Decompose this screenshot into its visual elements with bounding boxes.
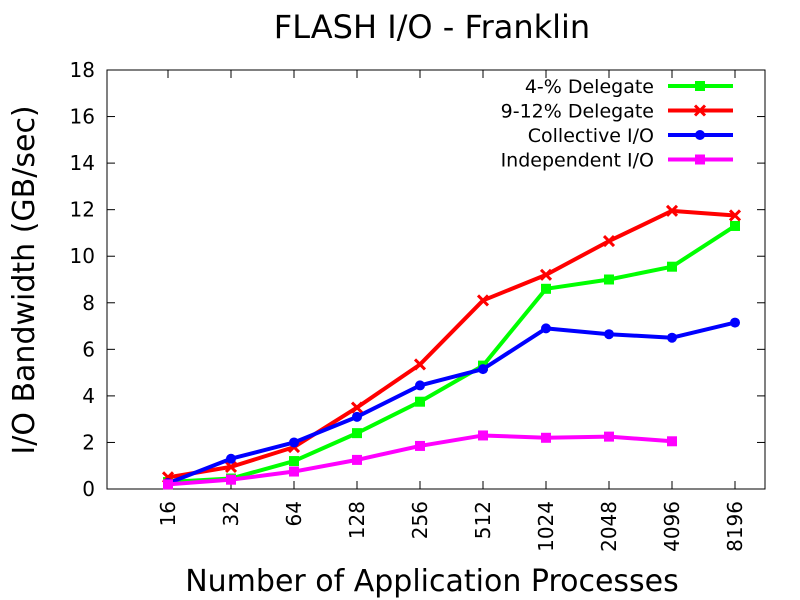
x-marker-stroke	[413, 358, 427, 371]
x-marker-stroke	[602, 235, 616, 248]
legend-label: Collective I/O	[528, 125, 654, 147]
x-marker-stroke	[728, 209, 742, 222]
x-tick-label: 512	[471, 501, 495, 539]
legend-entry-0: 4-% Delegate	[525, 76, 733, 98]
x-tick-label: 2048	[597, 501, 621, 552]
y-tick-label: 14	[70, 151, 95, 175]
series-3	[163, 430, 677, 490]
legend-entry-1: 9-12% Delegate	[501, 101, 733, 123]
data-point	[352, 411, 362, 422]
data-point	[415, 440, 425, 451]
data-point	[415, 396, 425, 407]
data-point	[604, 431, 614, 442]
data-point	[415, 380, 425, 391]
data-point	[413, 358, 427, 371]
data-point	[541, 323, 551, 334]
x-tick-label: 128	[345, 501, 369, 539]
legend-marker	[693, 104, 707, 117]
x-marker-stroke	[665, 204, 679, 217]
data-point	[602, 235, 616, 248]
y-tick-label: 8	[82, 291, 95, 315]
plot-frame	[106, 69, 766, 490]
data-point	[352, 428, 362, 439]
y-tick-label: 6	[82, 337, 95, 361]
data-point	[226, 474, 236, 485]
data-point	[604, 274, 614, 285]
legend-label: 9-12% Delegate	[501, 101, 654, 123]
data-point	[730, 317, 740, 328]
series-layer	[161, 204, 742, 490]
axes: 0 2 4 6 8 10 12 14 16 18 16 32 64 128 256 512 1024 2048 40…	[70, 58, 765, 552]
data-point	[539, 268, 553, 281]
x-tick-label: 16	[156, 501, 180, 526]
data-point	[604, 329, 614, 340]
data-point	[541, 283, 551, 294]
legend-label: Independent I/O	[501, 150, 654, 172]
data-point	[478, 364, 488, 375]
x-marker-stroke	[693, 104, 707, 117]
x-marker-stroke	[476, 294, 490, 307]
y-tick-label: 18	[70, 58, 95, 82]
y-axis-label: I/O Bandwidth (GB/sec)	[7, 105, 42, 454]
data-point	[224, 460, 238, 473]
x-tick-label: 32	[219, 501, 243, 526]
data-point	[667, 436, 677, 447]
data-point	[352, 454, 362, 465]
data-point	[226, 453, 236, 464]
x-marker-stroke	[350, 401, 364, 414]
y-tick-label: 10	[70, 244, 95, 268]
data-point	[478, 430, 488, 441]
series-0	[163, 220, 740, 488]
series-2	[163, 317, 740, 489]
x-tick-label: 256	[408, 501, 432, 539]
data-point	[289, 466, 299, 477]
y-tick-label: 2	[82, 430, 95, 454]
series-1	[161, 204, 742, 484]
x-tick-label: 1024	[534, 501, 558, 552]
data-point	[163, 479, 173, 490]
data-point	[541, 432, 551, 443]
x-tick-label: 4096	[660, 501, 684, 552]
x-tick-label: 64	[282, 501, 306, 526]
legend-label: 4-% Delegate	[525, 76, 654, 98]
x-marker-stroke	[539, 268, 553, 281]
series-line	[167, 320, 736, 486]
data-point	[289, 437, 299, 448]
data-point	[667, 332, 677, 343]
data-point	[350, 401, 364, 414]
y-tick-label: 0	[82, 477, 95, 501]
legend-marker	[695, 130, 705, 140]
legend-entry-2: Collective I/O	[528, 125, 733, 147]
data-point	[730, 220, 740, 231]
legend-marker	[695, 81, 705, 91]
data-point	[289, 456, 299, 467]
y-tick-label: 16	[70, 105, 95, 129]
y-tick-label: 12	[70, 198, 95, 222]
x-axis-label: Number of Application Processes	[185, 564, 679, 599]
legend-entry-3: Independent I/O	[501, 150, 733, 172]
data-point	[665, 204, 679, 217]
x-marker-stroke	[224, 460, 238, 473]
legend-marker	[695, 154, 705, 165]
series-line	[167, 208, 736, 480]
chart-title: FLASH I/O - Franklin	[274, 8, 590, 46]
x-tick-label: 8196	[723, 501, 747, 552]
y-tick-label: 4	[82, 384, 95, 408]
series-line	[167, 224, 737, 485]
data-point	[476, 294, 490, 307]
data-point	[667, 261, 677, 272]
data-point	[728, 209, 742, 222]
